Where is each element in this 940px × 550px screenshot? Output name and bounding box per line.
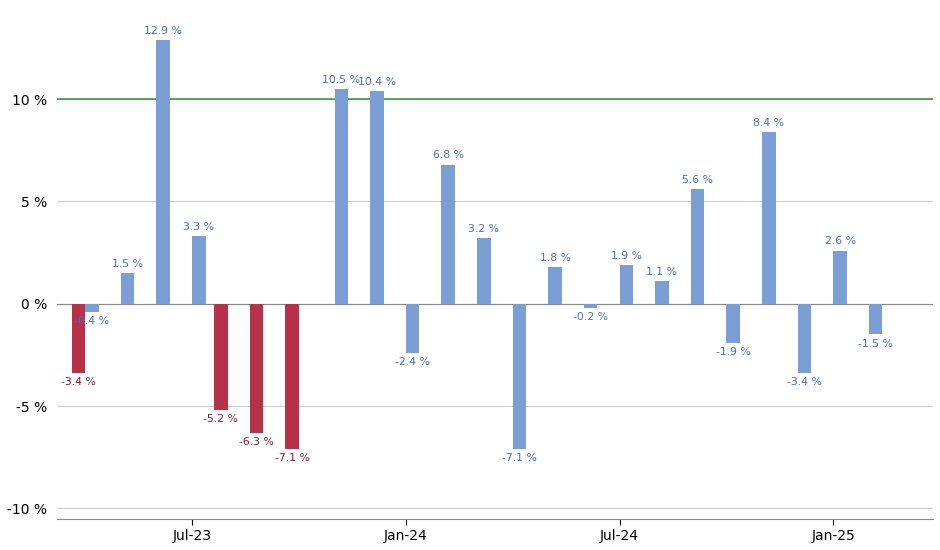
Text: -2.4 %: -2.4 % — [395, 357, 430, 367]
Text: -5.2 %: -5.2 % — [203, 414, 239, 424]
Text: -6.3 %: -6.3 % — [239, 437, 274, 447]
Bar — [584, 304, 598, 308]
Text: 8.4 %: 8.4 % — [753, 118, 784, 128]
Text: 10.4 %: 10.4 % — [358, 77, 396, 87]
Bar — [762, 132, 775, 304]
Text: 12.9 %: 12.9 % — [144, 26, 182, 36]
Text: -1.9 %: -1.9 % — [715, 346, 751, 357]
Bar — [214, 304, 227, 410]
Text: -0.4 %: -0.4 % — [74, 316, 109, 326]
Bar — [121, 273, 134, 304]
Bar — [250, 304, 263, 433]
Bar — [512, 304, 526, 449]
Bar — [286, 304, 299, 449]
Text: 1.9 %: 1.9 % — [611, 251, 642, 261]
Text: 10.5 %: 10.5 % — [322, 75, 360, 85]
Bar — [156, 40, 170, 304]
Bar — [370, 91, 384, 304]
Text: 1.5 %: 1.5 % — [112, 259, 143, 269]
Bar — [869, 304, 883, 334]
Text: -3.4 %: -3.4 % — [61, 377, 96, 387]
Bar — [619, 265, 633, 304]
Bar — [477, 238, 491, 304]
Text: -1.5 %: -1.5 % — [858, 338, 893, 349]
Bar — [655, 281, 668, 304]
Bar — [442, 164, 455, 304]
Text: 5.6 %: 5.6 % — [682, 175, 713, 185]
Bar — [406, 304, 419, 353]
Bar — [71, 304, 86, 373]
Bar — [548, 267, 562, 304]
Bar — [335, 89, 348, 304]
Text: -3.4 %: -3.4 % — [787, 377, 822, 387]
Bar — [192, 236, 206, 304]
Text: -0.2 %: -0.2 % — [573, 312, 608, 322]
Text: 3.2 %: 3.2 % — [468, 224, 499, 234]
Bar — [691, 189, 704, 304]
Bar — [727, 304, 740, 343]
Text: 1.1 %: 1.1 % — [647, 267, 678, 277]
Text: 6.8 %: 6.8 % — [432, 151, 463, 161]
Text: -7.1 %: -7.1 % — [274, 453, 309, 463]
Text: 2.6 %: 2.6 % — [824, 236, 855, 246]
Bar — [833, 250, 847, 304]
Text: -7.1 %: -7.1 % — [502, 453, 537, 463]
Bar — [798, 304, 811, 373]
Text: 3.3 %: 3.3 % — [183, 222, 214, 232]
Bar — [86, 304, 99, 312]
Text: 1.8 %: 1.8 % — [540, 253, 571, 263]
